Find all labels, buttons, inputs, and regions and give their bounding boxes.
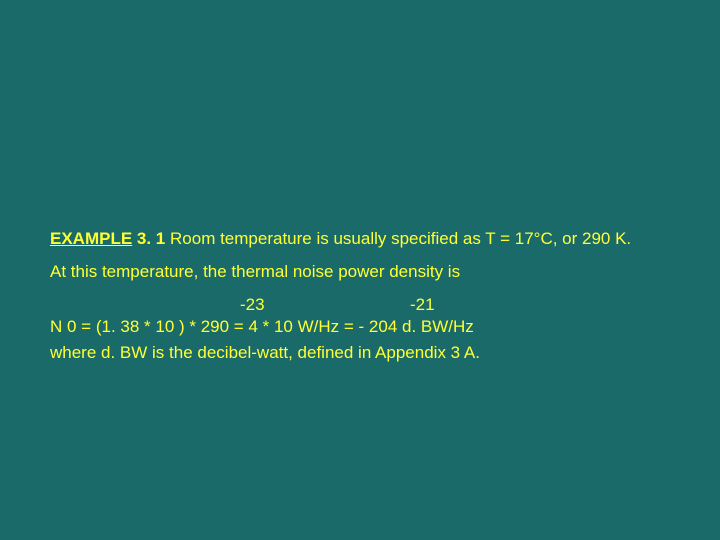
exponent-1: -23 [240, 294, 265, 317]
example-rest: Room temperature is usually specified as… [165, 229, 631, 248]
equation-line: -23 -21 N 0 = (1. 38 * 10 ) * 290 = 4 * … [50, 294, 670, 342]
equation-base: N 0 = (1. 38 * 10 ) * 290 = 4 * 10 W/Hz … [50, 316, 474, 339]
paragraph-example-heading: EXAMPLE 3. 1 Room temperature is usually… [50, 228, 670, 251]
slide-content: EXAMPLE 3. 1 Room temperature is usually… [50, 228, 670, 365]
example-label: EXAMPLE [50, 229, 132, 248]
paragraph-footnote: where d. BW is the decibel-watt, defined… [50, 342, 670, 365]
paragraph-intro: At this temperature, the thermal noise p… [50, 261, 670, 284]
slide: EXAMPLE 3. 1 Room temperature is usually… [0, 0, 720, 540]
exponent-2: -21 [410, 294, 435, 317]
example-number: 3. 1 [132, 229, 165, 248]
